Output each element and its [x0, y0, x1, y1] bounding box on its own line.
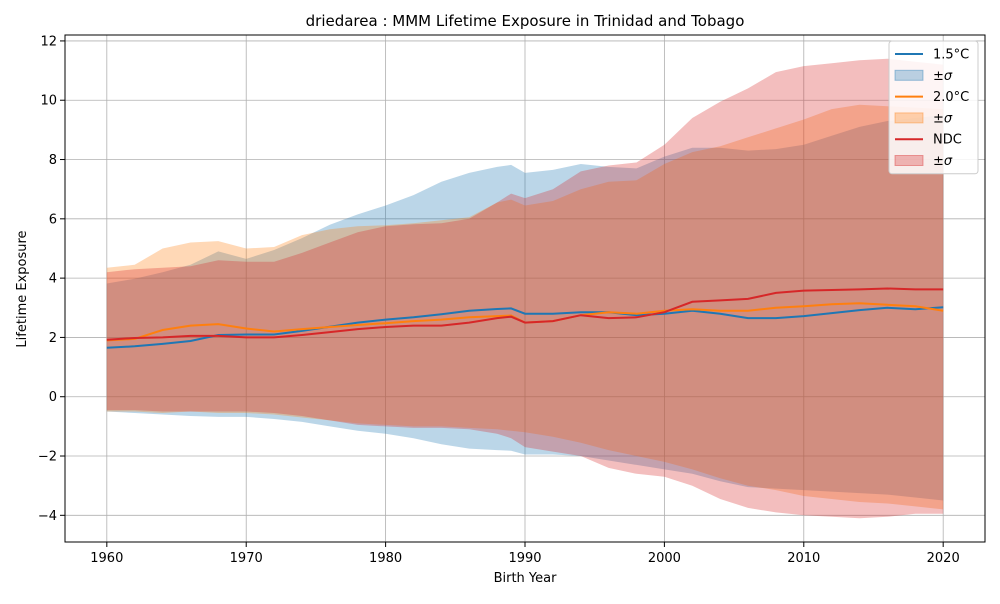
plot-area: 1960 1970 1980 1990 2000 2010 2020 −4 −2 0 2 4 6 8 10 1…: [38, 34, 986, 566]
x-tick-label: 1980: [369, 551, 402, 566]
x-tick-label: 1970: [230, 551, 263, 566]
series-band-0: [106, 115, 944, 501]
y-tick-label: 4: [49, 272, 57, 287]
legend-label: 2.0°C: [933, 90, 969, 105]
series-band-1: [106, 104, 944, 510]
x-tick-label: 2010: [787, 551, 820, 566]
series-line-0: [106, 306, 944, 349]
legend-label: ±σ: [933, 69, 953, 84]
y-tick-label: −4: [38, 509, 57, 524]
x-tick-label: 2000: [648, 551, 681, 566]
series-line-2: [106, 287, 944, 341]
legend-band-swatch: [894, 112, 924, 124]
y-tick-label: 8: [49, 153, 57, 168]
legend: 1.5°C ±σ 2.0°C ±σ NDC ±σ: [888, 40, 979, 175]
y-tick-label: 12: [40, 34, 57, 49]
x-tick-label: 2020: [927, 551, 960, 566]
legend-band-swatch: [894, 155, 924, 166]
x-axis-label: Birth Year: [494, 571, 558, 586]
y-axis-label: Lifetime Exposure: [15, 230, 30, 347]
legend-label: ±σ: [933, 154, 953, 169]
y-tick-label: −2: [38, 450, 57, 465]
legend-label: ±σ: [933, 111, 953, 126]
y-tick-label: 10: [40, 94, 57, 109]
legend-box: [888, 40, 979, 175]
legend-label: NDC: [933, 133, 962, 148]
x-tick-label: 1960: [90, 551, 123, 566]
series-band-2: [106, 58, 944, 519]
y-tick-label: 6: [49, 212, 57, 227]
y-tick-label: 0: [49, 390, 57, 405]
x-tick-label: 1990: [508, 551, 541, 566]
y-tick-label: 2: [49, 331, 57, 346]
legend-band-swatch: [894, 69, 924, 81]
legend-label: 1.5°C: [933, 48, 969, 63]
chart-title: driedarea : MMM Lifetime Exposure in Tri…: [306, 12, 745, 30]
